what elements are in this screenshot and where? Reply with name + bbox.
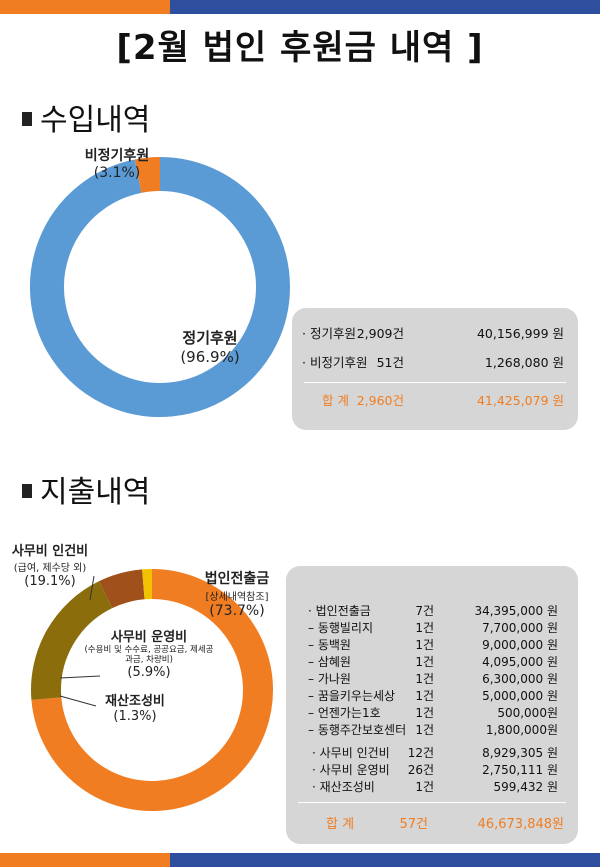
leader-line <box>59 695 97 707</box>
expense-row: – 꿈을키우는세상 1건 5,000,000 원 <box>308 689 558 703</box>
expense-row: · 사무비 인건비 12건 8,929,305 원 <box>312 746 558 760</box>
income-heading: 수입내역 <box>22 95 150 139</box>
expense-label-property: 재산조성비 (1.3%) <box>105 694 165 724</box>
expense-label-transfer: 법인전출금 [상세내역참조] (73.7%) <box>204 571 270 619</box>
expense-heading: 지출내역 <box>22 467 150 511</box>
expense-label-operation: 사무비 운영비 (수용비 및 수수료, 공공요금, 제세공과금, 차량비) (5… <box>84 630 214 680</box>
income-summary-box: · 정기후원 2,909건 40,156,999 원 · 비정기후원 51건 1… <box>292 308 578 430</box>
leader-line <box>89 575 95 601</box>
income-label-nonregular: 비정기후원 (3.1%) <box>84 148 150 181</box>
slice-personnel <box>31 581 113 700</box>
slice-regular <box>30 157 290 417</box>
expense-summary-box: · 법인전출금 7건 34,395,000 원 – 동행빌리지 1건 7,700,000 … <box>286 566 578 844</box>
expense-row: – 동행주간보호센터 1건 1,800,000원 <box>308 723 558 737</box>
expense-row: – 언젠가는1호 1건 500,000원 <box>308 706 558 720</box>
expense-row: · 법인전출금 7건 34,395,000 원 <box>308 604 558 618</box>
expense-row: – 가나원 1건 6,300,000 원 <box>308 672 558 686</box>
expense-label-personnel: 사무비 인건비 (급여, 제수당 외) (19.1%) <box>11 544 89 589</box>
income-label-regular: 정기후원 (96.9%) <box>180 329 240 366</box>
slice-transfer <box>31 569 273 811</box>
slice-operation <box>99 569 146 609</box>
income-total-row: 합 계 2,960건 41,425,079 원 <box>322 393 564 408</box>
page-title: [2월 법인 후원금 내역 ] <box>116 28 484 68</box>
bottom-color-bar <box>0 853 600 867</box>
slice-nonregular <box>134 157 161 193</box>
leader-line <box>59 675 101 679</box>
expense-row: – 동행빌리지 1건 7,700,000 원 <box>308 621 558 635</box>
expense-row: – 삼혜원 1건 4,095,000 원 <box>308 655 558 669</box>
expense-row: · 사무비 운영비 26건 2,750,111 원 <box>312 763 558 777</box>
expense-row: · 재산조성비 1건 599,432 원 <box>312 780 558 794</box>
expense-row: – 동백원 1건 9,000,000 원 <box>308 638 558 652</box>
income-row: · 정기후원 2,909건 40,156,999 원 <box>302 326 564 341</box>
top-color-bar <box>0 0 600 14</box>
income-row: · 비정기후원 51건 1,268,080 원 <box>302 355 564 370</box>
expense-total-row: 합 계 57건 46,673,848원 <box>326 817 564 832</box>
